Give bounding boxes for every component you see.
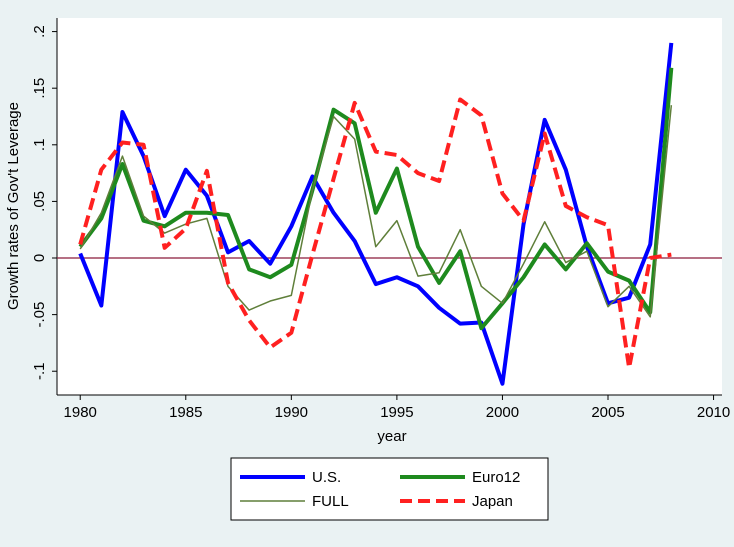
series-line [78, 67, 674, 331]
x-tick-label: 2005 [591, 404, 624, 421]
x-axis-label: year [377, 428, 406, 445]
y-axis-label: Growth rates of Gov't Leverage [5, 102, 22, 310]
y-tick-label: -.1 [31, 362, 48, 380]
y-tick-label: .1 [31, 139, 48, 152]
y-tick-label: .2 [31, 25, 48, 38]
y-tick-label: .05 [31, 191, 48, 212]
y-tick-label: 0 [31, 254, 48, 262]
x-tick-label: 1995 [380, 404, 413, 421]
x-tick-label: 2010 [697, 404, 730, 421]
y-tick-label: .15 [31, 78, 48, 99]
legend-label: Japan [472, 493, 513, 510]
x-tick-label: 1985 [169, 404, 202, 421]
plot-area [57, 18, 722, 395]
y-tick-label: -.05 [31, 302, 48, 328]
legend-label: U.S. [312, 469, 341, 486]
x-tick-label: 1990 [275, 404, 308, 421]
legend [230, 457, 549, 521]
series-line [78, 42, 674, 386]
legend-label: Euro12 [472, 469, 520, 486]
legend-label: FULL [312, 493, 349, 510]
series-line [78, 97, 672, 370]
series-line [79, 105, 673, 318]
x-tick-label: 2000 [486, 404, 519, 421]
x-tick-label: 1980 [64, 404, 97, 421]
